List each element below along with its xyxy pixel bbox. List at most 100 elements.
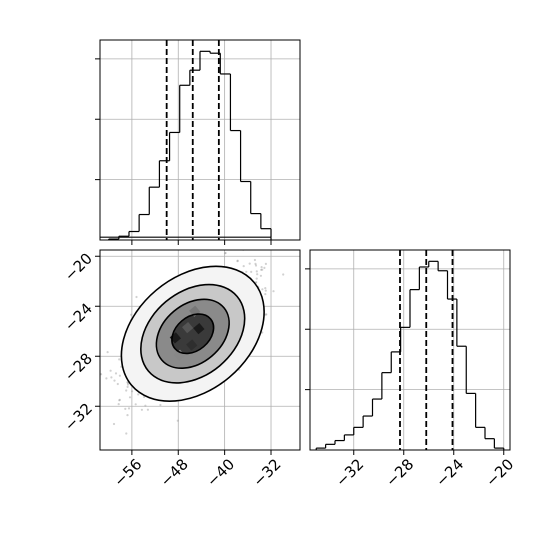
scatter-point [114, 372, 118, 375]
hist2-xtick-label-1: −28 [382, 455, 417, 490]
scatter-point [272, 290, 275, 293]
scatter-point [128, 396, 132, 399]
histogram-param-1-ticks [95, 58, 272, 245]
scatter-point [224, 251, 227, 255]
histogram-param-2-panel: −32 −28 −24 −20 [305, 249, 517, 490]
histogram-param-1-bars [100, 50, 272, 240]
scatter-point [176, 419, 179, 422]
scatter-point [126, 383, 130, 386]
scatter-xtick-label-1: −48 [157, 455, 192, 490]
contour-level-0.5 [171, 313, 215, 355]
scatter-point [95, 417, 97, 419]
scatter-point [259, 274, 262, 277]
density-contours [120, 265, 265, 402]
scatter-point [264, 293, 267, 296]
scatter-point [117, 403, 120, 406]
scatter-point [256, 273, 259, 276]
scatter-point [282, 273, 285, 276]
scatter-point [144, 404, 147, 407]
scatter-point [118, 374, 121, 377]
scatter-point [243, 244, 245, 246]
scatter-point [264, 262, 267, 265]
scatter-point [260, 266, 263, 269]
histogram-param-2-ticks: −32 −28 −24 −20 [305, 268, 517, 490]
density-cell-3 [181, 321, 194, 334]
scatter-point [125, 389, 128, 392]
hist2-xtick-label-3: −20 [482, 455, 517, 490]
histogram-param-1-grid [100, 40, 300, 240]
scatter-ytick-label-2: −28 [61, 350, 96, 385]
scatter-xtick-label-3: −32 [249, 455, 284, 490]
scatter-point [109, 369, 112, 372]
scatter-point [112, 422, 116, 426]
scatter-xtick-label-2: −40 [203, 455, 238, 490]
scatter-ytick-label-1: −24 [61, 300, 96, 335]
scatter-point [255, 277, 258, 280]
density-cell-1 [193, 322, 205, 335]
scatter-xtick-label-0: −56 [110, 455, 145, 490]
scatter-frame [99, 249, 301, 451]
scatter-point [127, 407, 131, 410]
density-cell-2 [186, 339, 198, 351]
scatter-point [255, 281, 258, 284]
scatter-point [134, 403, 137, 406]
contour-level-1 [155, 298, 230, 369]
scatter-point [106, 351, 109, 354]
scatter-point [105, 377, 108, 380]
scatter-point [254, 264, 258, 267]
scatter-point [264, 287, 267, 290]
scatter-point [264, 313, 267, 316]
scatter-point [242, 265, 245, 268]
hist2-xtick-label-0: −32 [332, 455, 367, 490]
scatter-point [261, 288, 264, 291]
scatter-point [146, 408, 149, 411]
scatter-point [245, 270, 248, 273]
scatter-point [264, 289, 267, 292]
scatter-point [118, 399, 121, 402]
scatter-point [137, 393, 140, 396]
scatter-point [223, 252, 227, 255]
scatter-point [265, 313, 268, 316]
scatter-point [125, 432, 128, 435]
scatter-point [159, 403, 162, 407]
hist2-xtick-label-2: −24 [432, 455, 467, 490]
scatter-point [126, 414, 129, 417]
contour-level-2 [120, 265, 265, 402]
histogram-param-1-quantile-lines [165, 40, 220, 240]
scatter-point [236, 259, 239, 262]
histogram-param-1-panel [95, 39, 301, 245]
scatter-point [124, 407, 127, 410]
scatter-density-panel: −56 −48 −40 −32 −20 −24 −28 −32 [61, 244, 301, 490]
histogram-param-2-frame [309, 249, 511, 451]
scatter-point [250, 270, 253, 273]
scatter-point [118, 398, 121, 401]
density-blocks [121, 266, 265, 402]
scatter-point [260, 268, 263, 271]
histogram-param-2-grid [310, 250, 510, 450]
scatter-point [113, 379, 116, 382]
scatter-point [118, 358, 121, 361]
scatter-ytick-label-3: −32 [61, 400, 96, 435]
scatter-point [248, 262, 251, 265]
histogram-param-1-frame [99, 39, 301, 241]
scatter-point [263, 266, 266, 269]
scatter-point [254, 262, 257, 265]
scatter-point [131, 390, 134, 393]
scatter-point [90, 387, 92, 389]
scatter-point [236, 260, 239, 263]
histogram-param-2-bars [315, 260, 505, 450]
scatter-point [253, 258, 256, 262]
scatter-point [100, 373, 103, 376]
histogram-param-2-quantile-lines [399, 250, 454, 450]
scatter-ytick-label-0: −20 [61, 250, 96, 285]
scatter-point [140, 408, 143, 411]
scatter-point [130, 313, 133, 316]
density-fill-level-0.5 [171, 314, 214, 354]
contour-level-1.5 [140, 283, 246, 384]
scatter-point [116, 382, 119, 386]
scatter-point [135, 295, 138, 299]
scatter-point [255, 270, 258, 273]
scatter-point [261, 268, 264, 271]
scatter-point [110, 376, 113, 379]
